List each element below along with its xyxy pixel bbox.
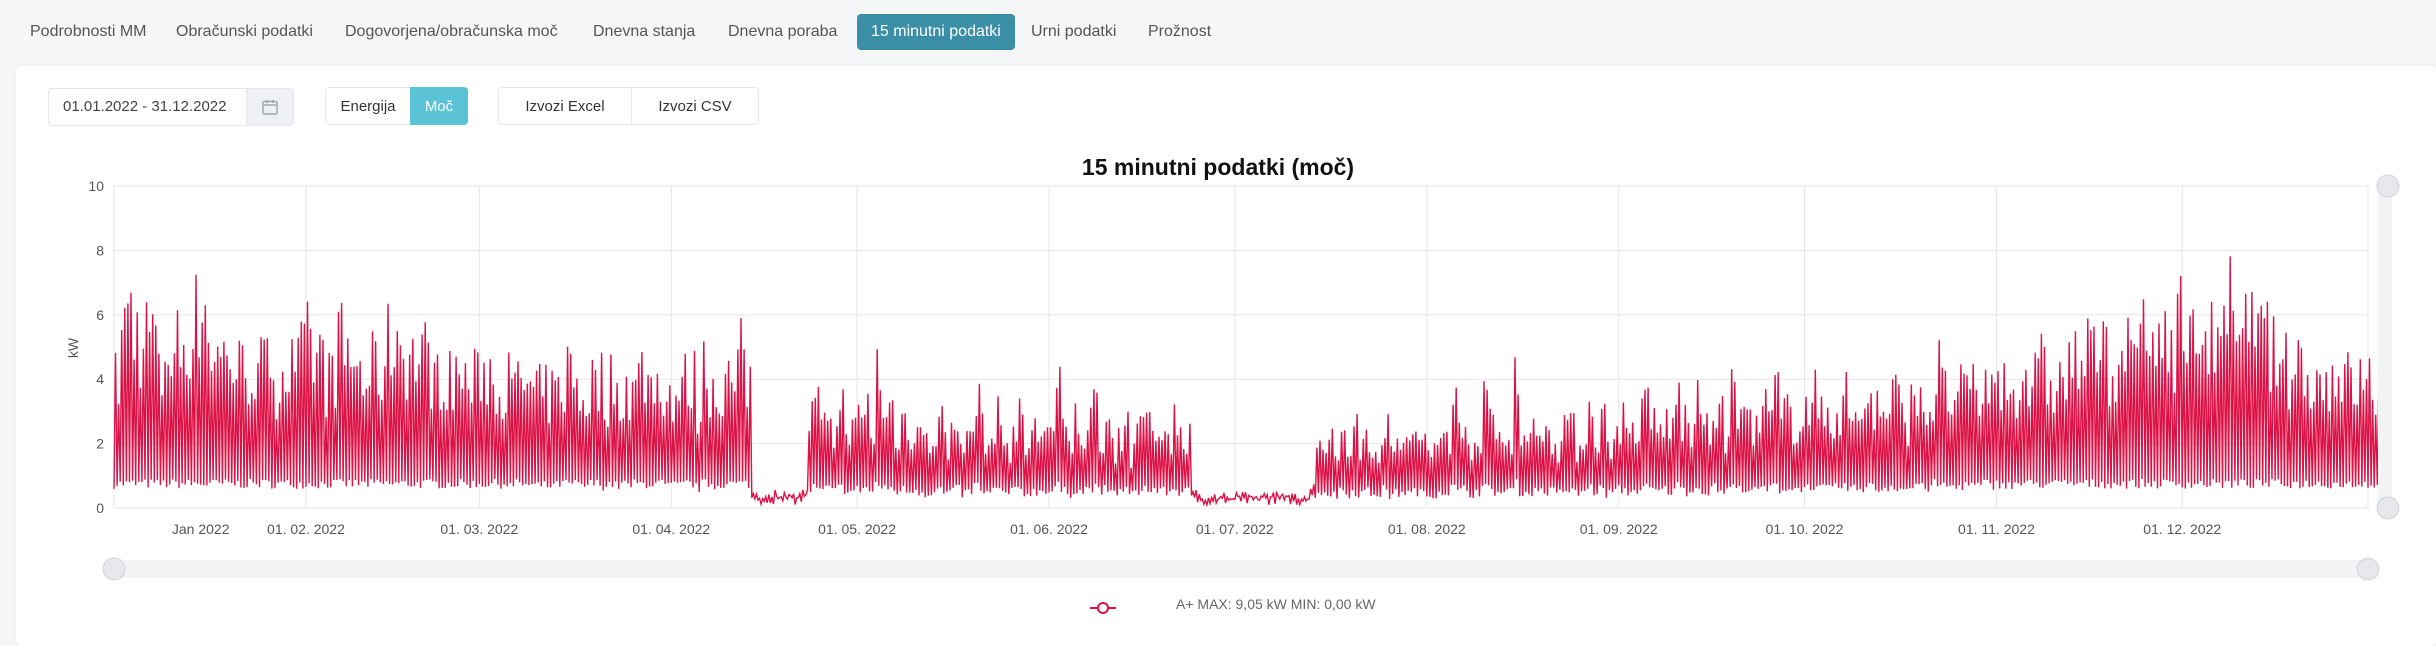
y-tick-label: 10 (88, 178, 104, 194)
series-line-a-plus (113, 256, 2386, 508)
navigator-track[interactable] (104, 560, 2374, 578)
x-axis-labels: Jan 2022 01. 02. 2022 01. 03. 2022 01. 04. … (172, 521, 2221, 537)
y-axis-labels: 0 2 4 6 8 10 (88, 178, 104, 516)
toggle-moc[interactable]: Moč (410, 87, 468, 125)
x-tick-label: 01. 08. 2022 (1388, 521, 1466, 537)
x-tick-label: 01. 05. 2022 (818, 521, 896, 537)
chart-title: 15 minutni podatki (moč) (1081, 154, 1355, 180)
export-csv-button[interactable]: Izvozi CSV (631, 87, 759, 125)
x-tick-label: 01. 12. 2022 (2143, 521, 2221, 537)
tab-bar: Podrobnosti MM Obračunski podatki Dogovo… (0, 0, 2436, 64)
x-tick-label: 01. 06. 2022 (1010, 521, 1088, 537)
tab-podrobnosti-mm[interactable]: Podrobnosti MM (30, 23, 147, 40)
tab-urni-podatki[interactable]: Urni podatki (1031, 23, 1117, 40)
x-tick-label: 01. 07. 2022 (1196, 521, 1274, 537)
y-scrollbar-track[interactable] (2378, 185, 2392, 508)
export-excel-button[interactable]: Izvozi Excel (498, 87, 632, 125)
y-scroll-handle-top[interactable] (2376, 174, 2400, 198)
calendar-icon[interactable] (246, 89, 293, 125)
date-range-value: 01.01.2022 - 31.12.2022 (63, 98, 227, 115)
tab-dnevna-stanja[interactable]: Dnevna stanja (593, 23, 696, 40)
tab-dogovorjena-moc[interactable]: Dogovorjena/obračunska moč (345, 23, 558, 40)
y-tick-label: 0 (96, 500, 104, 516)
x-tick-label: 01. 02. 2022 (267, 521, 345, 537)
x-tick-label: Jan 2022 (172, 521, 230, 537)
legend-marker-icon (1097, 602, 1109, 614)
x-tick-label: 01. 03. 2022 (440, 521, 518, 537)
x-tick-label: 01. 09. 2022 (1580, 521, 1658, 537)
legend-item-a-plus[interactable]: A+ MAX: 9,05 kW MIN: 0,00 kW (1176, 596, 1376, 612)
power-chart: 0 2 4 6 8 10 kW Jan 2022 01. 02. 2022 01. 03. 2… (65, 174, 2400, 614)
navigator-handle-right[interactable] (2356, 557, 2380, 581)
y-tick-label: 2 (96, 436, 104, 452)
tab-obracunski-podatki[interactable]: Obračunski podatki (176, 23, 313, 40)
tab-dnevna-poraba[interactable]: Dnevna poraba (728, 23, 838, 40)
y-scroll-handle-bottom[interactable] (2376, 496, 2400, 520)
x-tick-label: 01. 04. 2022 (632, 521, 710, 537)
x-tick-label: 01. 11. 2022 (1958, 521, 2035, 537)
y-axis-title: kW (65, 337, 81, 358)
navigator-handle-left[interactable] (102, 557, 126, 581)
toggle-energija[interactable]: Energija (325, 87, 411, 125)
y-tick-label: 8 (96, 242, 104, 258)
x-tick-label: 01. 10. 2022 (1766, 521, 1844, 537)
date-range-input[interactable]: 01.01.2022 - 31.12.2022 (48, 88, 294, 126)
y-tick-label: 4 (96, 371, 104, 387)
tab-proznost[interactable]: Prožnost (1148, 23, 1212, 40)
content-card (16, 66, 2436, 646)
tab-15-minutni-podatki[interactable]: 15 minutni podatki (857, 14, 1015, 50)
y-tick-label: 6 (96, 307, 104, 323)
